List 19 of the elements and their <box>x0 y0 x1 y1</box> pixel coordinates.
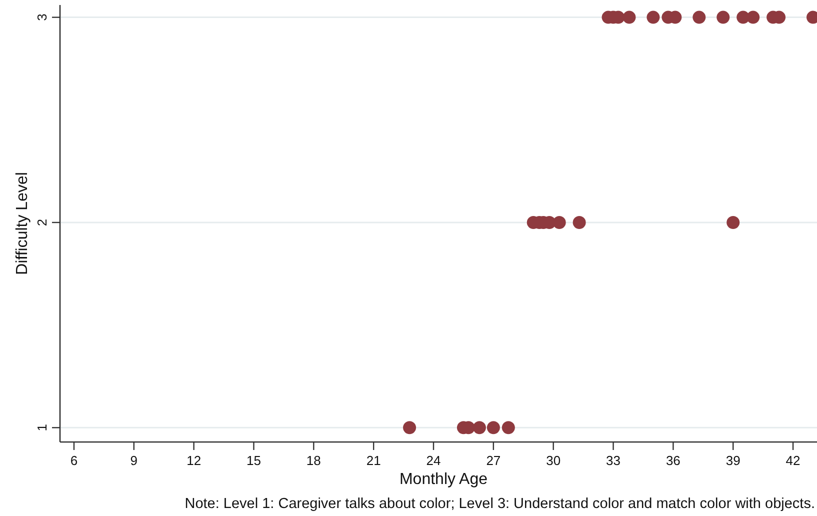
x-tick-label: 9 <box>130 453 138 468</box>
y-tick-label: 1 <box>34 424 50 432</box>
x-tick-label: 12 <box>186 453 202 468</box>
y-tick-label: 2 <box>34 218 50 226</box>
x-tick-label: 33 <box>606 453 621 468</box>
y-axis-title: Difficulty Level <box>14 172 31 275</box>
x-tick-label: 36 <box>666 453 680 468</box>
x-tick-label: 21 <box>366 453 381 468</box>
x-tick-label: 39 <box>726 453 740 468</box>
x-tick-label: 42 <box>786 453 800 468</box>
x-tick-label: 24 <box>426 453 441 468</box>
x-tick-label: 30 <box>546 453 561 468</box>
x-tick-label: 15 <box>246 453 261 468</box>
x-tick-label: 27 <box>486 453 501 468</box>
x-tick-label: 18 <box>306 453 321 468</box>
x-tick-label: 6 <box>70 453 78 468</box>
y-tick-label: 3 <box>34 14 50 21</box>
x-axis-title: Monthly Age <box>399 471 488 488</box>
text: Note: Level 1: Caregiver talks about color; Level 3: Understand color and match color with objects. <box>184 496 815 512</box>
